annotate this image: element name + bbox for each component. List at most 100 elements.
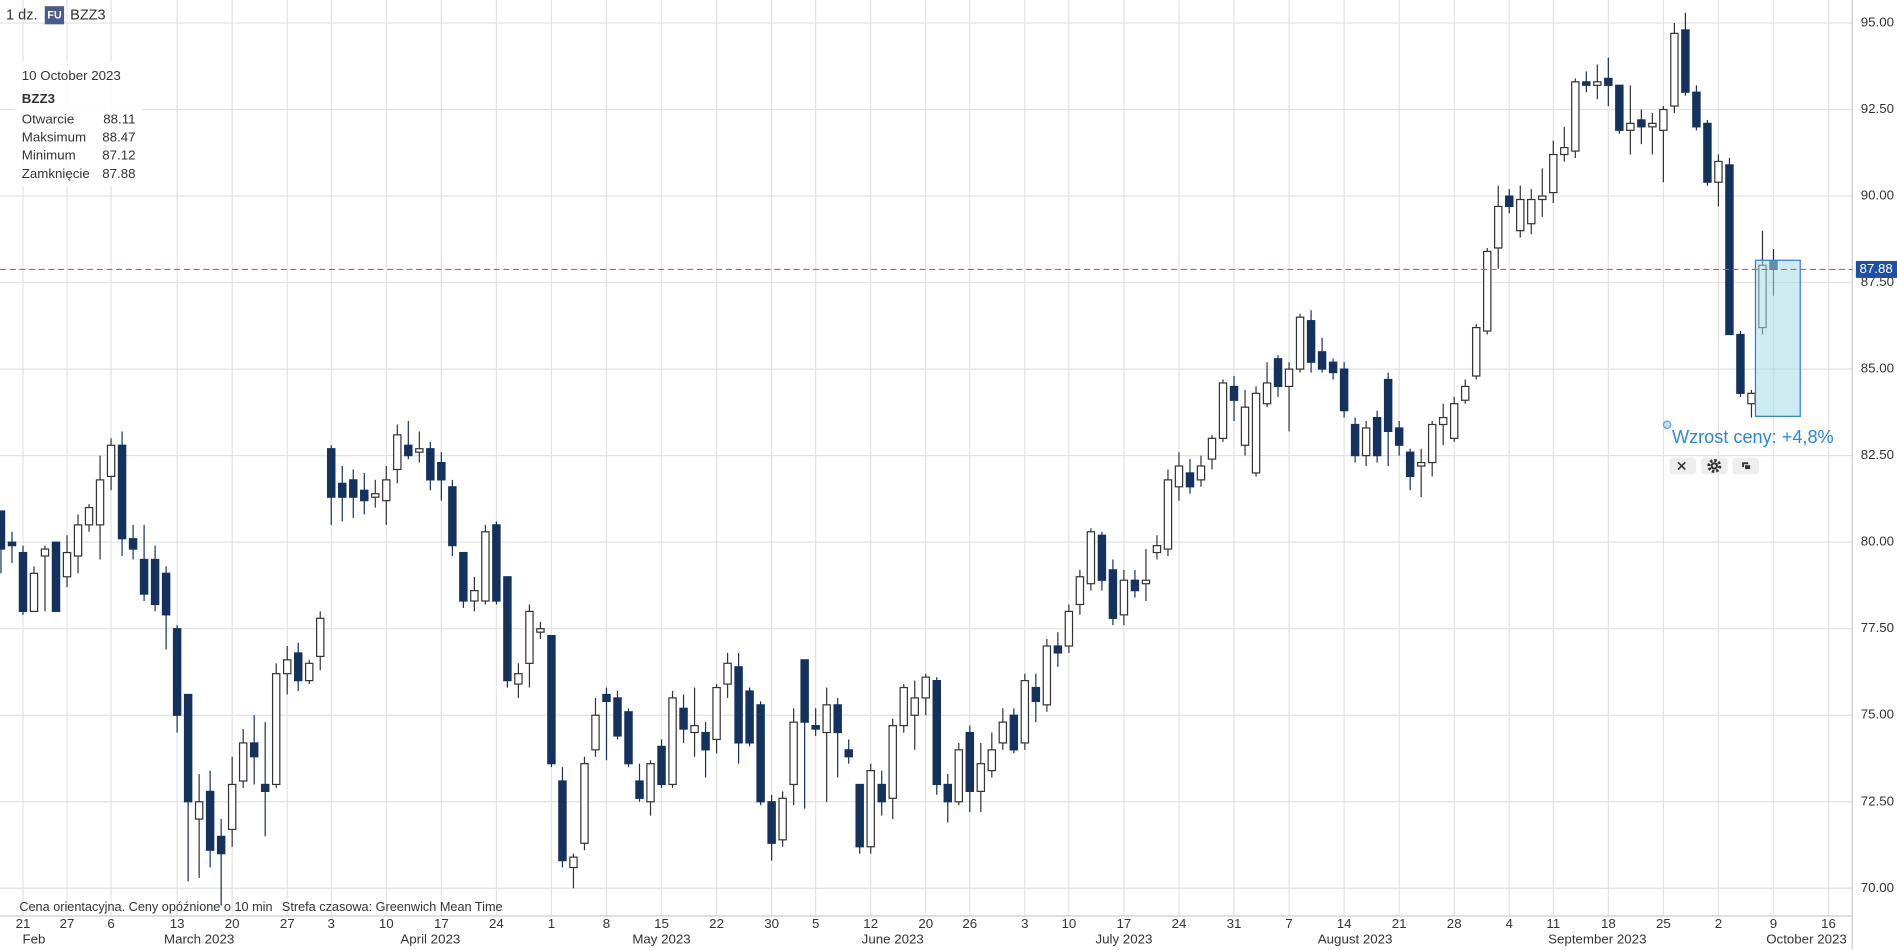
- candle-body: [1042, 645, 1052, 706]
- interval[interactable]: 1 dz.: [6, 8, 37, 24]
- x-tick-label: 31: [1227, 916, 1242, 931]
- month-label: September 2023: [1548, 932, 1646, 947]
- y-tick-label: 72.50: [1861, 793, 1894, 808]
- candle-body: [492, 524, 501, 602]
- candle-body: [1009, 714, 1019, 751]
- candle-body: [877, 783, 886, 803]
- candle-body: [1273, 358, 1283, 388]
- x-tick-label: 16: [1821, 916, 1836, 931]
- candle-body: [547, 635, 556, 765]
- candle-body: [635, 780, 644, 799]
- candle-body: [712, 686, 721, 741]
- candle-body: [690, 725, 699, 734]
- candle-body: [789, 721, 798, 786]
- candle-body: [1108, 569, 1118, 619]
- info-date: 10 October 2023: [22, 68, 121, 83]
- candle-body: [1637, 119, 1646, 128]
- candle-body: [481, 531, 490, 602]
- x-tick-label: 4: [1506, 916, 1513, 931]
- x-tick-label: 25: [1656, 916, 1671, 931]
- candle-body: [921, 676, 930, 699]
- candle-body: [316, 617, 325, 657]
- x-tick-label: 30: [764, 916, 779, 931]
- candle-body: [602, 693, 611, 702]
- copy-button[interactable]: [1732, 457, 1760, 475]
- x-tick-label: 1: [548, 916, 555, 931]
- month-label: March 2023: [164, 932, 234, 947]
- measure-handle[interactable]: [1662, 420, 1672, 430]
- x-tick-label: 6: [107, 916, 114, 931]
- x-tick-label: 10: [379, 916, 394, 931]
- x-tick-label: 21: [1392, 916, 1407, 931]
- candle-body: [1416, 461, 1426, 467]
- candle-body: [304, 662, 314, 682]
- candle-body: [646, 763, 655, 803]
- candle-body: [293, 652, 303, 682]
- candle-body: [668, 697, 677, 786]
- x-tick-label: 12: [863, 916, 878, 931]
- candle-body: [216, 835, 226, 855]
- candle-body: [382, 479, 391, 502]
- x-tick-label: 10: [1061, 916, 1076, 931]
- candle-body: [139, 558, 149, 595]
- candle-body: [260, 783, 270, 792]
- candle-body: [987, 749, 997, 772]
- x-tick-label: 13: [170, 916, 185, 931]
- candle-body: [1582, 81, 1591, 86]
- candle-body: [1152, 545, 1162, 554]
- candle-body: [1516, 198, 1525, 232]
- x-tick-label: 20: [918, 916, 933, 931]
- candle-body: [734, 666, 743, 744]
- candle-body: [591, 714, 600, 751]
- candle-body: [1053, 645, 1063, 654]
- candle-body: [150, 558, 160, 606]
- candle-body: [1306, 320, 1316, 363]
- candle-body: [249, 742, 259, 758]
- candle-body: [282, 659, 292, 675]
- candle-body: [1549, 153, 1558, 194]
- month-label: June 2023: [862, 932, 924, 947]
- candle-body: [998, 721, 1008, 744]
- x-tick-label: 27: [60, 916, 75, 931]
- y-tick-label: 92.50: [1861, 101, 1894, 116]
- candle-body: [932, 680, 941, 786]
- candle-body: [580, 763, 589, 844]
- measure-box[interactable]: [1754, 259, 1801, 417]
- delete-button[interactable]: [1669, 457, 1697, 475]
- info-box: [14, 60, 143, 187]
- candle-body: [1725, 164, 1734, 336]
- candle-body: [1086, 531, 1096, 585]
- candle-body: [888, 725, 897, 799]
- candle-body: [1350, 423, 1360, 457]
- symbol[interactable]: BZZ3: [70, 8, 105, 24]
- x-tick-label: 3: [328, 916, 335, 931]
- candle-body: [1020, 680, 1030, 744]
- candle-body: [943, 783, 953, 803]
- candle-body: [536, 628, 545, 633]
- candle-body: [1747, 392, 1756, 405]
- candle-body: [811, 725, 820, 730]
- candle-body: [679, 707, 688, 730]
- candle-body: [1328, 361, 1338, 374]
- candle-body: [161, 572, 171, 616]
- candle-body: [1141, 579, 1151, 585]
- settings-button[interactable]: [1701, 457, 1728, 475]
- candle-body: [1405, 451, 1415, 478]
- candle-body: [227, 783, 237, 831]
- candle-body: [1361, 427, 1371, 457]
- info-label: Minimum: [22, 148, 76, 163]
- y-tick-label: 85.00: [1861, 361, 1894, 376]
- candle-body: [459, 551, 468, 602]
- candle-body: [657, 745, 666, 786]
- x-tick-label: 15: [654, 916, 669, 931]
- measure-text: Wzrost ceny: +4,8%: [1672, 427, 1834, 447]
- info-value: 88.47: [102, 130, 135, 145]
- y-tick-label: 80.00: [1861, 534, 1894, 549]
- candle-body: [1449, 403, 1459, 439]
- candle-body: [1482, 250, 1492, 332]
- x-tick-label: 26: [962, 916, 977, 931]
- candle-body: [1615, 84, 1624, 131]
- candle-body: [73, 524, 83, 557]
- candle-body: [1438, 416, 1448, 426]
- candle-body: [525, 610, 534, 664]
